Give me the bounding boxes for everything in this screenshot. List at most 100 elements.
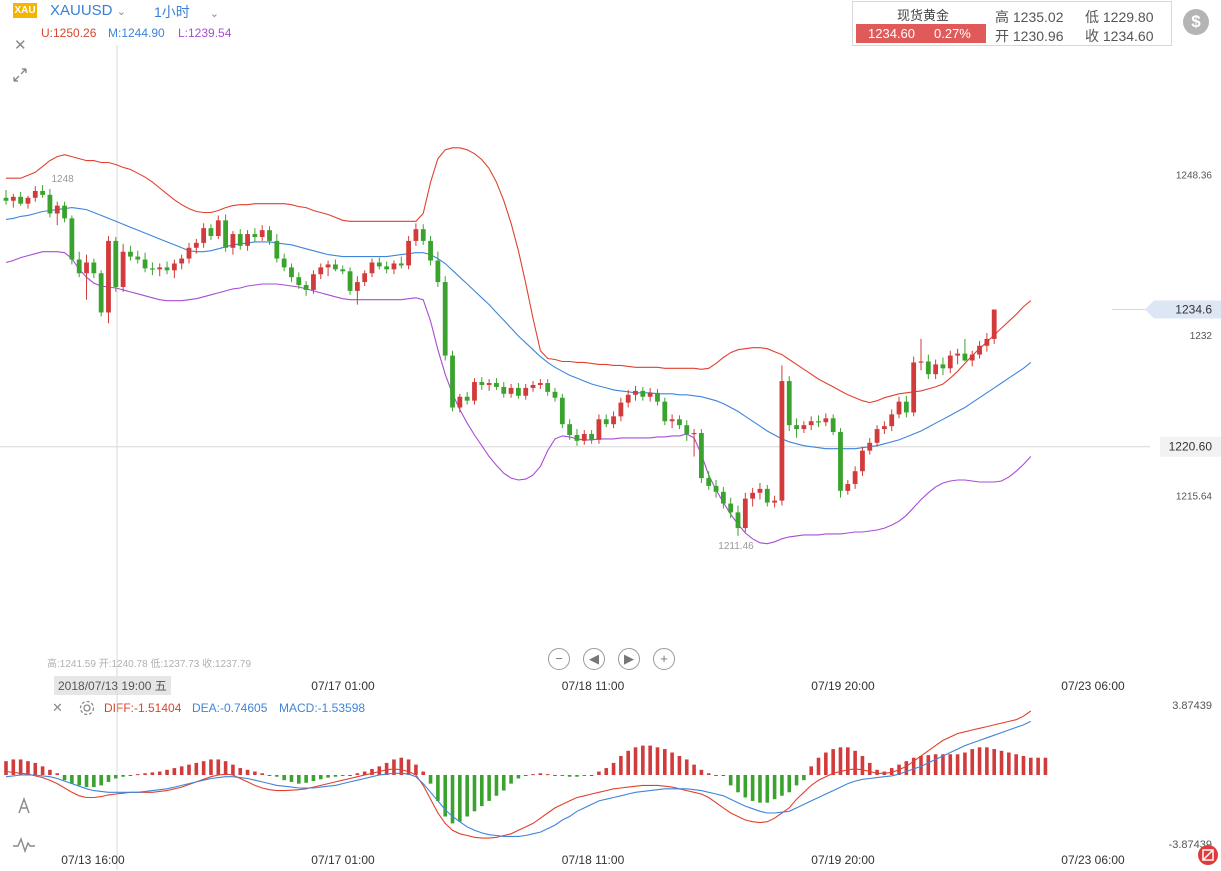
macd-bar [1021,755,1026,775]
candle-body [18,196,24,204]
macd-bar [992,749,996,775]
macd-bar [84,775,89,788]
macd-bar [480,775,484,807]
macd-bar [311,775,316,782]
macd-bar [428,775,433,784]
candle-body [47,194,53,214]
candle-body [940,364,946,369]
macd-bar [663,749,667,775]
macd-bar [655,747,660,775]
candle-body [896,401,902,415]
macd-bar [275,775,279,777]
candle-body [713,485,719,492]
interval-selector[interactable]: 1小时 ⌄ [154,2,219,22]
macd-bar [443,775,447,817]
macd-bar [531,774,535,776]
macd-bar [238,768,243,775]
macd-bar [450,775,455,824]
symbol-label: XAUUSD [50,2,113,19]
macd-bar [399,757,404,775]
candle-body [274,240,280,259]
next-icon[interactable]: ▶ [618,648,640,670]
zoom-in-icon[interactable]: + [653,648,675,670]
candle-body [25,197,31,204]
candle-body [684,425,690,434]
candle-body [991,309,997,339]
candle-body [845,483,851,491]
chevron-down-icon: ⌄ [209,8,219,20]
candle-body [677,419,682,426]
macd-bar [179,766,184,775]
macd-bar [904,761,909,775]
candle-body [40,190,45,195]
ohlc-readout: 高:1241.59 开:1240.78 低:1237.73 收:1237.79 [47,659,252,670]
macd-bar [48,769,52,775]
candle-body [860,450,865,472]
zoom-out-icon[interactable]: − [548,648,570,670]
macd-bar [816,757,821,775]
candle-body [567,424,573,435]
candle-body [545,383,551,392]
macd-bar [436,775,440,801]
macd-bar [597,771,601,775]
quote-price: 1234.60 [868,26,915,41]
candle-body [984,338,990,346]
bb-mid-line [5,207,1032,450]
macd-bar [846,747,850,775]
expand-icon[interactable] [11,66,29,88]
candle-body [816,421,821,423]
macd-bar [348,775,352,776]
candle-body [494,383,499,387]
settings-icon[interactable] [78,699,96,722]
candle-body [786,381,792,426]
macd-bar [743,775,748,798]
candle-body [413,229,419,241]
candle-body [823,418,829,423]
indicator-icon[interactable] [12,836,36,859]
candle-body [179,258,185,264]
macd-bar [684,759,689,775]
quote-open: 开 1230.96 [995,28,1064,44]
candle-body [611,416,616,425]
macd-bar [765,775,770,803]
macd-bar [4,761,8,775]
macd-bar [318,775,323,780]
macd-bar [523,775,528,776]
macd-bar [955,754,960,775]
candle-body [603,419,609,425]
close-icon[interactable]: ✕ [14,37,27,54]
macd-bar [911,757,916,775]
draw-icon[interactable] [14,796,34,821]
macd-bar [392,759,396,775]
macd-bar [245,769,250,775]
candle-body [589,433,594,440]
macd-bar [362,771,367,775]
quote-low: 低 1229.80 [1085,9,1154,25]
macd-bar [121,775,125,777]
macd-bar [641,745,645,775]
quote-title: 现货黄金 [897,8,950,23]
candle-body [699,433,704,479]
macd-bar [999,750,1004,775]
logo-icon[interactable] [1197,844,1219,871]
dollar-icon[interactable]: $ [1183,9,1209,35]
macd-bar [143,773,147,775]
symbol-selector[interactable]: XAUUSD ⌄ [50,2,126,19]
candle-body [113,240,119,287]
prev-icon[interactable]: ◀ [583,648,605,670]
close-icon[interactable]: ✕ [52,700,63,715]
macd-bar [384,762,389,775]
macd-bar [494,775,499,796]
macd-bar [487,775,491,801]
macd-bar [414,764,418,775]
candle-body [193,242,199,248]
macd-bar [926,755,931,775]
candle-body [735,512,741,529]
last-price-label: 1234.6 [1175,303,1212,317]
candle-body [523,387,529,396]
price-chart[interactable]: 1248.36 1232 1215.64 1234.6 1220.60 1248 1211.… [0,0,1221,700]
candle-body [852,471,858,484]
candle-body [340,269,346,272]
macd-bar [919,755,923,775]
